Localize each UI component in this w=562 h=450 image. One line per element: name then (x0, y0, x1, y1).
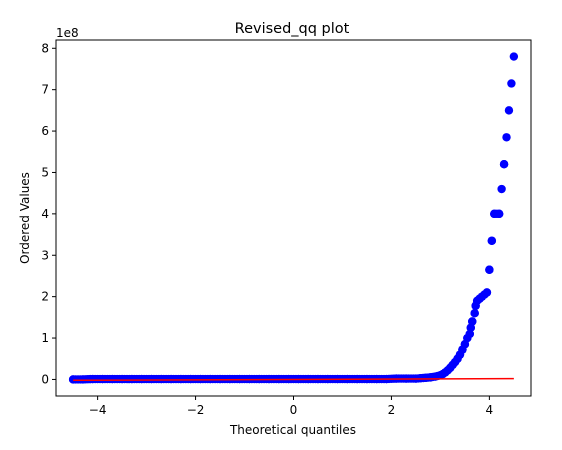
data-point (88, 374, 97, 384)
x-tick-label: 0 (290, 403, 298, 417)
data-point (186, 374, 195, 384)
y-tick-label: 0 (41, 372, 49, 386)
data-point (176, 374, 186, 384)
data-point (470, 309, 479, 318)
y-tick-label: 5 (41, 165, 49, 179)
y-offset-label: 1e8 (56, 26, 79, 40)
y-axis: 0 1 2 3 4 5 6 7 8 (41, 41, 56, 386)
data-point (157, 374, 166, 384)
y-tick-label: 3 (41, 248, 49, 262)
data-point (147, 374, 156, 384)
data-point (117, 374, 127, 384)
x-tick-label: 4 (486, 403, 494, 417)
data-point (509, 52, 519, 61)
data-point (137, 374, 146, 384)
data-point-fill (507, 79, 516, 88)
data-point (68, 375, 78, 384)
data-point (98, 374, 107, 384)
data-point (166, 374, 176, 384)
data-point (78, 375, 88, 384)
data-point (494, 209, 504, 219)
x-tick-label: −2 (187, 403, 205, 417)
x-tick-label: −4 (89, 403, 107, 417)
y-tick-label: 8 (41, 41, 49, 55)
data-point (485, 265, 494, 274)
x-tick-label: 2 (388, 403, 396, 417)
data-point (482, 288, 492, 297)
y-tick-label: 1 (41, 331, 49, 345)
data-point (196, 374, 205, 384)
data-point (465, 329, 474, 339)
data-point (487, 236, 497, 245)
chart-title: Revised_qq plot (235, 21, 350, 37)
x-axis-title: Theoretical quantiles (229, 423, 356, 437)
data-point (499, 159, 509, 169)
plot-marks (68, 52, 519, 384)
data-point (468, 317, 477, 326)
data-point-fill (504, 106, 514, 115)
x-axis: −4 −2 0 2 4 (89, 396, 493, 417)
y-tick-label: 7 (41, 83, 49, 97)
data-point (127, 374, 137, 384)
y-tick-label: 2 (41, 290, 49, 304)
data-point-fill (497, 184, 506, 194)
data-point (108, 374, 117, 384)
y-tick-label: 4 (41, 207, 49, 221)
y-tick-label: 6 (41, 124, 49, 138)
fit-line (73, 377, 514, 382)
y-axis-title: Ordered Values (18, 172, 32, 264)
data-point-fill (502, 133, 511, 142)
